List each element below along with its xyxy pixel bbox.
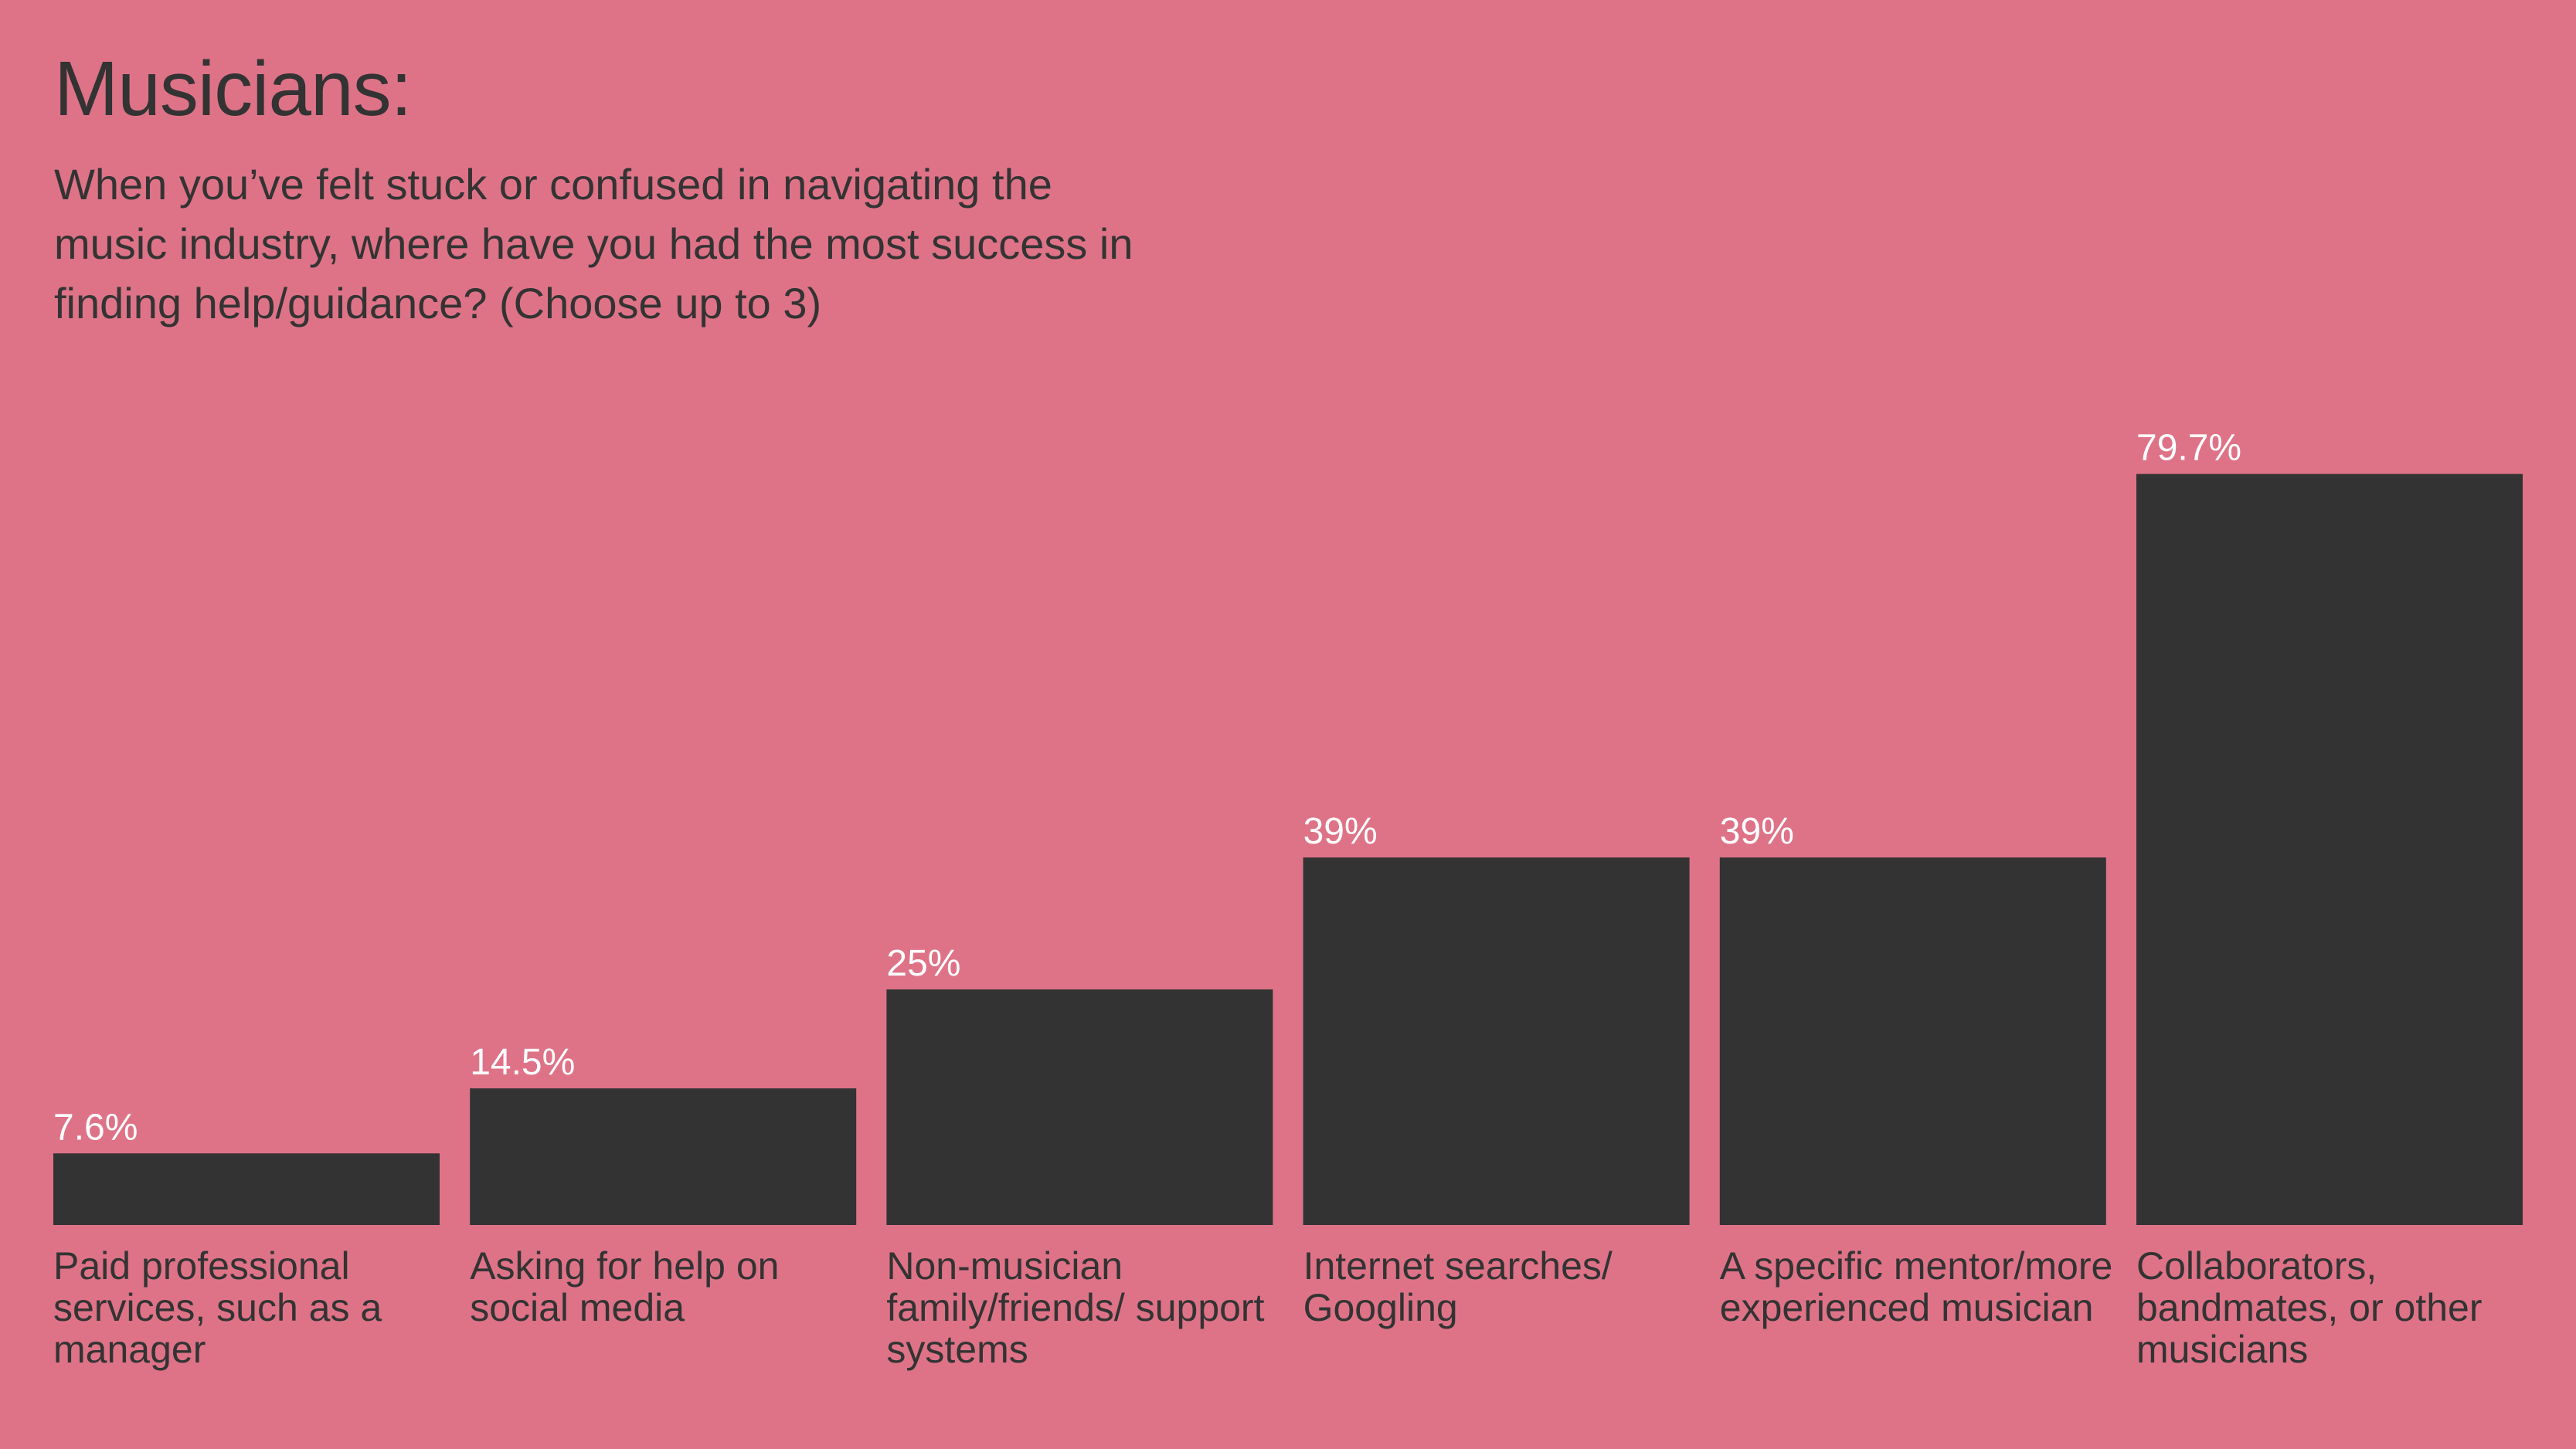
bar-6 (2136, 473, 2523, 1225)
category-label-3: Non-musician family/friends/ support sys… (886, 1244, 1265, 1371)
bar-5 (1719, 857, 2106, 1225)
category-label-6: Collaborators, bandmates, or other music… (2136, 1244, 2483, 1371)
value-label-6: 79.7% (2136, 428, 2241, 469)
bar-4 (1303, 857, 1690, 1225)
category-label-4: Internet searches/ Googling (1303, 1244, 1613, 1329)
chart-title: Musicians: (54, 46, 412, 132)
value-label-3: 25% (886, 943, 960, 984)
value-label-5: 39% (1720, 811, 1794, 852)
value-labels-group: 7.6% 14.5% 25% 39% 39% 79.7% (53, 428, 2241, 1149)
category-label-2: Asking for help on social media (470, 1244, 780, 1329)
bars-group (53, 473, 2523, 1225)
chart-subtitle: When you’ve felt stuck or confused in na… (54, 160, 1133, 327)
value-label-1: 7.6% (53, 1107, 138, 1148)
bar-1 (53, 1153, 440, 1225)
value-label-2: 14.5% (470, 1042, 575, 1083)
category-label-1: Paid professional services, such as a ma… (53, 1244, 382, 1371)
category-label-5: A specific mentor/more experienced music… (1719, 1244, 2113, 1329)
bar-2 (470, 1088, 857, 1225)
bar-3 (886, 989, 1273, 1225)
value-label-4: 39% (1303, 811, 1378, 852)
